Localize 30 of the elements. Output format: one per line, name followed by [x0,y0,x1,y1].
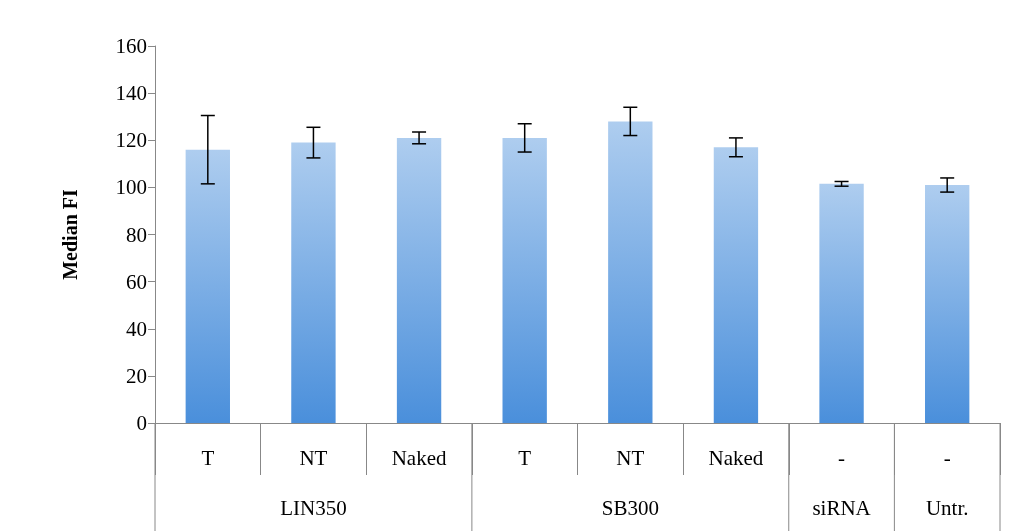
y-tick-label: 120 [115,128,147,153]
x-tick-label: - [943,445,951,470]
text: SB300 [601,496,659,520]
x-tick-label: NT [616,445,645,470]
bar [608,121,653,423]
y-tick-label: 140 [115,81,147,106]
bar [185,149,230,423]
x-tick-label: Naked [391,445,447,470]
bar [291,142,336,423]
x-tick-label: T [201,445,215,470]
text: Untr. [925,496,969,520]
y-tick-label: 0 [136,411,147,435]
y-tick-label: 40 [126,316,147,341]
y-tick-label: 60 [126,269,147,294]
bar [502,137,547,423]
bar [819,183,864,423]
bar [713,147,759,423]
text: siRNA [812,496,872,520]
x-tick-label: NT [299,445,328,470]
y-axis-title: Median FI [59,189,81,280]
text: LIN350 [280,496,347,520]
bar [396,137,442,423]
y-tick-label: 160 [115,34,147,58]
x-tick-label: T [518,445,532,470]
y-tick-label: 100 [115,175,147,200]
bar [925,185,970,423]
x-tick-label: Naked [708,445,764,470]
y-tick-label: 20 [126,363,147,388]
x-tick-label: - [838,445,846,470]
y-tick-label: 80 [126,222,147,247]
